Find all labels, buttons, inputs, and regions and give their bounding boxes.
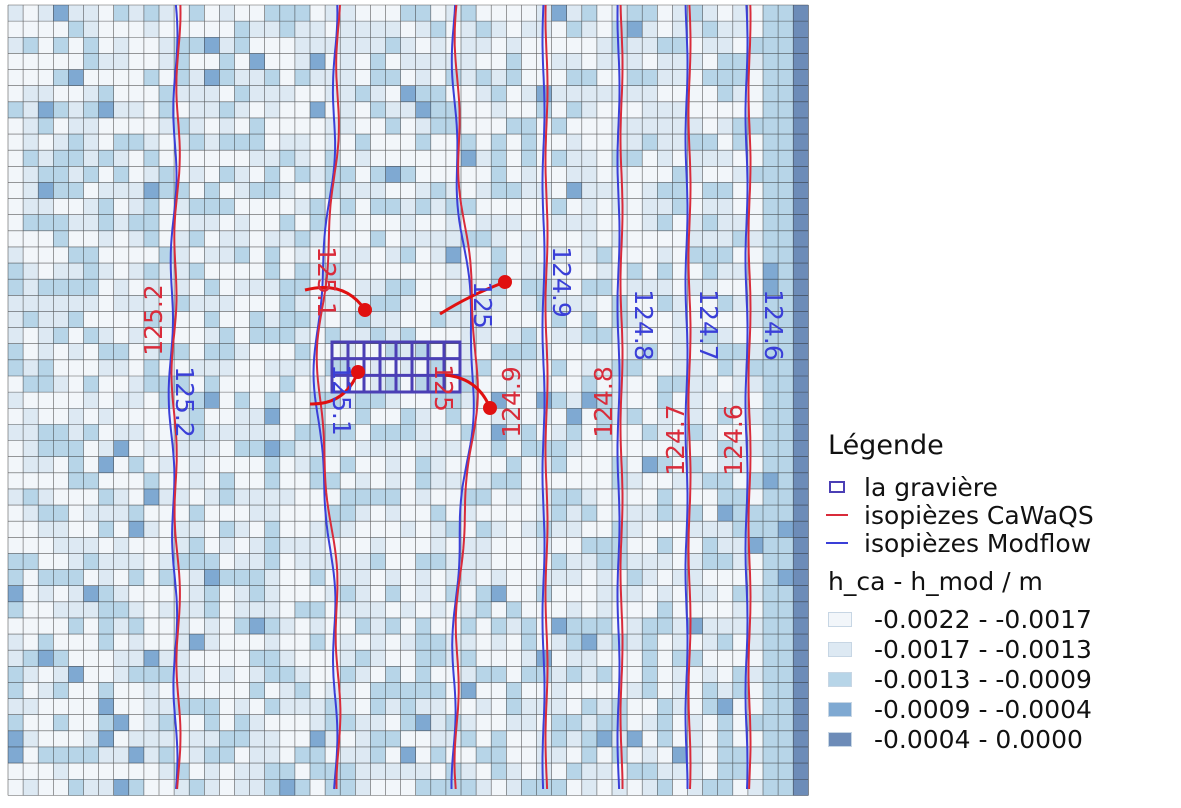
legend-class-5: -0.0004 - 0.0000 <box>828 724 1178 754</box>
legend-item-label: isopièzes Modflow <box>864 528 1092 558</box>
isoline-124-7-cawaqs <box>687 4 692 790</box>
square-outline-icon <box>826 481 864 493</box>
legend-item-label: isopièzes CaWaQS <box>864 500 1094 530</box>
cawaqs-label-125: 125 <box>429 364 458 412</box>
modflow-label-125: 125 <box>468 281 497 329</box>
isoline-125-1-modflow <box>312 4 339 790</box>
isoline-125-cawaqs <box>453 4 479 790</box>
legend-class-3: -0.0013 - -0.0009 <box>828 664 1178 694</box>
isoline-124-9-modflow <box>541 4 546 790</box>
flow-arrow-in-top-head <box>358 303 372 317</box>
isoline-124-6-cawaqs <box>747 4 752 790</box>
isoline-125-modflow <box>450 4 475 789</box>
flow-arrow-out-top-head <box>498 275 512 289</box>
isoline-124-6-modflow <box>744 4 749 790</box>
legend-class-label: -0.0004 - 0.0000 <box>874 724 1083 754</box>
legend-item-label: la gravière <box>864 472 998 502</box>
isoline-125-1-cawaqs <box>315 4 342 789</box>
cawaqs-label-124-9: 124.9 <box>497 366 526 438</box>
legend-class-1: -0.0022 - -0.0017 <box>828 604 1178 634</box>
legend-ramp-title: h_ca - h_mod / m <box>828 567 1043 596</box>
legend-item-cawaqs: isopièzes CaWaQS <box>826 500 1178 530</box>
isopiezometric-lines <box>167 4 752 790</box>
modflow-label-124-8: 124.8 <box>629 289 658 361</box>
modflow-label-124-6: 124.6 <box>759 289 788 361</box>
gravel-pit <box>330 340 462 394</box>
isoline-124-8-cawaqs <box>619 4 624 789</box>
legend-item-modflow: isopièzes Modflow <box>826 528 1178 558</box>
flow-arrow-in-bottom-head <box>351 365 365 379</box>
swatch-icon <box>828 611 852 627</box>
modflow-label-124-7: 124.7 <box>694 289 723 361</box>
isoline-124-8-modflow <box>616 4 621 790</box>
cawaqs-label-124-6: 124.6 <box>719 404 748 476</box>
legend-class-label: -0.0013 - -0.0009 <box>874 664 1092 694</box>
swatch-icon <box>828 731 852 747</box>
swatch-icon <box>828 701 852 717</box>
map-legend: Légende la gravière isopièzes CaWaQS iso… <box>818 430 1178 754</box>
legend-class-label: -0.0009 - -0.0004 <box>874 694 1092 724</box>
cawaqs-label-124-7: 124.7 <box>661 404 690 476</box>
modflow-label-125-2: 125.2 <box>170 366 199 438</box>
blue-line-icon <box>826 541 864 545</box>
cawaqs-label-124-8: 124.8 <box>589 366 618 438</box>
difference-map: 125.2 125.1 125 124.9 124.8 124.7 124.6 … <box>7 4 809 796</box>
legend-class-label: -0.0017 - -0.0013 <box>874 634 1092 664</box>
legend-class-4: -0.0009 - -0.0004 <box>828 694 1178 724</box>
swatch-icon <box>828 641 852 657</box>
isoline-124-7-modflow <box>684 4 689 789</box>
difference-raster <box>8 5 809 796</box>
isoline-125-2-modflow <box>167 4 179 790</box>
legend-title: Légende <box>828 430 944 461</box>
isoline-124-9-cawaqs <box>544 4 549 790</box>
modflow-label-124-9: 124.9 <box>547 246 576 318</box>
isoline-125-2-cawaqs <box>170 4 182 790</box>
flow-arrows <box>304 275 512 415</box>
legend-item-gravel-pit: la gravière <box>826 472 1178 502</box>
cawaqs-label-125-2: 125.2 <box>139 284 168 356</box>
cawaqs-label-125-1: 125.1 <box>312 246 341 318</box>
swatch-icon <box>828 671 852 687</box>
red-line-icon <box>826 513 864 517</box>
legend-class-2: -0.0017 - -0.0013 <box>828 634 1178 664</box>
flow-arrow-out-bottom-head <box>483 401 497 415</box>
modflow-label-125-1: 125.1 <box>327 364 356 436</box>
mesh-grid <box>7 4 809 796</box>
isoline-labels: 125.2 125.1 125 124.9 124.8 124.7 124.6 … <box>139 246 788 476</box>
legend-class-label: -0.0022 - -0.0017 <box>874 604 1092 634</box>
